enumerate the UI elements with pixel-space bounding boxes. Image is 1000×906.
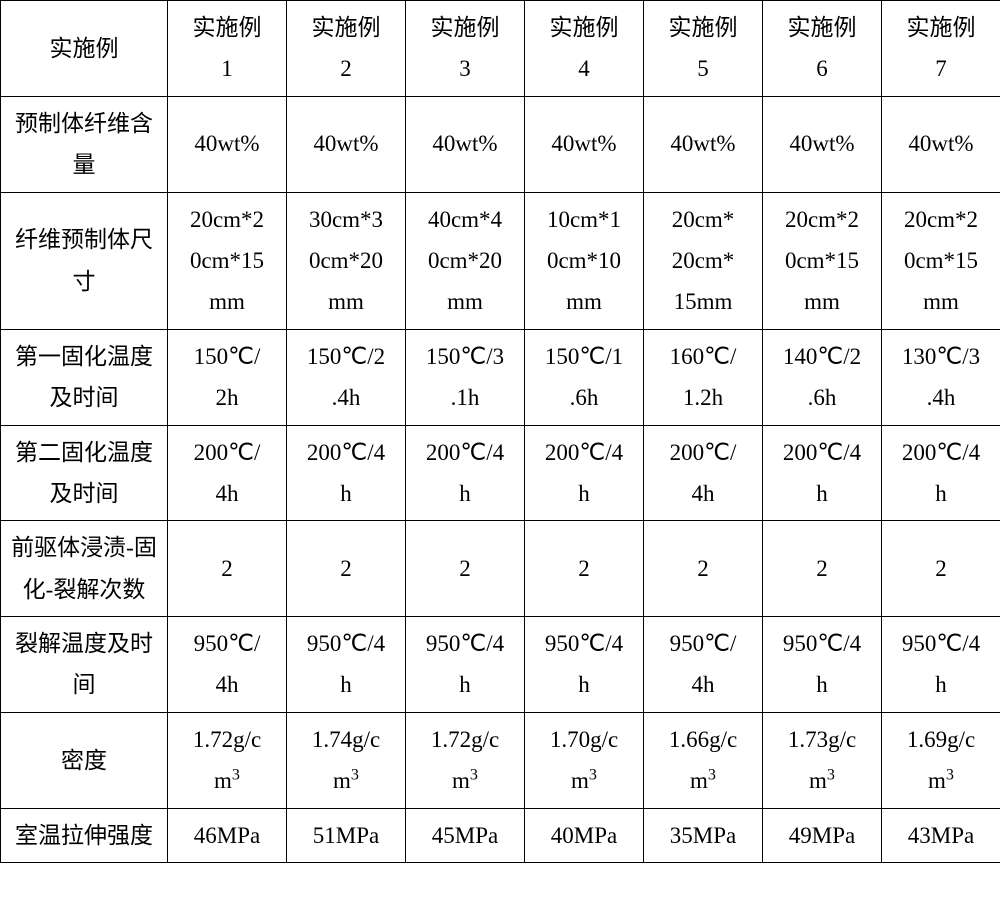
row-label: 室温拉伸强度 [1,808,168,862]
cell: 200℃/4h [287,425,406,521]
cell: 40MPa [525,808,644,862]
cell: 150℃/3.1h [406,329,525,425]
cell: 40wt% [644,96,763,192]
cell: 950℃/4h [763,617,882,713]
cell: 950℃/4h [168,617,287,713]
cell: 1.66g/cm3 [644,712,763,808]
table-row: 室温拉伸强度 46MPa 51MPa 45MPa 40MPa 35MPa 49M… [1,808,1000,862]
cell: 1.72g/cm3 [168,712,287,808]
cell: 40cm*4 0cm*20 mm [406,192,525,329]
cell: 950℃/4h [406,617,525,713]
header-col-5: 实施例 5 [644,1,763,97]
cell: 2 [168,521,287,617]
cell: 140℃/2.6h [763,329,882,425]
row-label: 纤维预制体尺 寸 [1,192,168,329]
header-col-3: 实施例 3 [406,1,525,97]
row-label: 预制体纤维含 量 [1,96,168,192]
cell: 2 [406,521,525,617]
table-row: 裂解温度及时 间 950℃/4h 950℃/4h 950℃/4h 950℃/4h… [1,617,1000,713]
table-header-row: 实施例 实施例 1 实施例 2 实施例 3 实施例 4 实施例 5 实施例 6 … [1,1,1000,97]
cell: 46MPa [168,808,287,862]
cell: 1.69g/cm3 [882,712,1000,808]
cell: 950℃/4h [287,617,406,713]
cell: 130℃/3.4h [882,329,1000,425]
cell: 200℃/4h [168,425,287,521]
table-row: 纤维预制体尺 寸 20cm*2 0cm*15 mm 30cm*3 0cm*20 … [1,192,1000,329]
header-col-2: 实施例 2 [287,1,406,97]
cell: 1.70g/cm3 [525,712,644,808]
cell: 40wt% [763,96,882,192]
cell: 40wt% [168,96,287,192]
cell: 2 [525,521,644,617]
cell: 200℃/4h [525,425,644,521]
header-col-6: 实施例 6 [763,1,882,97]
cell: 150℃/2.4h [287,329,406,425]
cell: 10cm*1 0cm*10 mm [525,192,644,329]
cell: 20cm*2 0cm*15 mm [882,192,1000,329]
cell: 40wt% [406,96,525,192]
cell: 200℃/4h [644,425,763,521]
cell: 2 [763,521,882,617]
cell: 20cm* 20cm* 15mm [644,192,763,329]
cell: 45MPa [406,808,525,862]
cell: 1.73g/cm3 [763,712,882,808]
table-row: 密度 1.72g/cm3 1.74g/cm3 1.72g/cm3 1.70g/c… [1,712,1000,808]
header-col-4: 实施例 4 [525,1,644,97]
cell: 30cm*3 0cm*20 mm [287,192,406,329]
row-label: 裂解温度及时 间 [1,617,168,713]
header-col-1: 实施例 1 [168,1,287,97]
cell: 150℃/1.6h [525,329,644,425]
cell: 950℃/4h [644,617,763,713]
header-corner-text: 实施例 [50,36,119,61]
cell: 950℃/4h [882,617,1000,713]
cell: 40wt% [287,96,406,192]
table-row: 第二固化温度 及时间 200℃/4h 200℃/4h 200℃/4h 200℃/… [1,425,1000,521]
data-table: 实施例 实施例 1 实施例 2 实施例 3 实施例 4 实施例 5 实施例 6 … [0,0,1000,863]
table-row: 第一固化温度 及时间 150℃/2h 150℃/2.4h 150℃/3.1h 1… [1,329,1000,425]
cell: 200℃/4h [406,425,525,521]
cell: 160℃/1.2h [644,329,763,425]
cell: 150℃/2h [168,329,287,425]
header-corner: 实施例 [1,1,168,97]
cell: 20cm*2 0cm*15 mm [763,192,882,329]
cell: 950℃/4h [525,617,644,713]
cell: 200℃/4h [882,425,1000,521]
cell: 1.72g/cm3 [406,712,525,808]
row-label: 第二固化温度 及时间 [1,425,168,521]
cell: 35MPa [644,808,763,862]
cell: 51MPa [287,808,406,862]
cell: 20cm*2 0cm*15 mm [168,192,287,329]
cell: 40wt% [882,96,1000,192]
header-col-7: 实施例 7 [882,1,1000,97]
row-label: 第一固化温度 及时间 [1,329,168,425]
row-label: 密度 [1,712,168,808]
cell: 2 [644,521,763,617]
table-row: 预制体纤维含 量 40wt% 40wt% 40wt% 40wt% 40wt% 4… [1,96,1000,192]
row-label: 前驱体浸渍-固 化-裂解次数 [1,521,168,617]
cell: 2 [287,521,406,617]
cell: 43MPa [882,808,1000,862]
page-container: 实施例 实施例 1 实施例 2 实施例 3 实施例 4 实施例 5 实施例 6 … [0,0,1000,863]
cell: 200℃/4h [763,425,882,521]
cell: 49MPa [763,808,882,862]
cell: 40wt% [525,96,644,192]
cell: 2 [882,521,1000,617]
table-row: 前驱体浸渍-固 化-裂解次数 2 2 2 2 2 2 2 [1,521,1000,617]
cell: 1.74g/cm3 [287,712,406,808]
